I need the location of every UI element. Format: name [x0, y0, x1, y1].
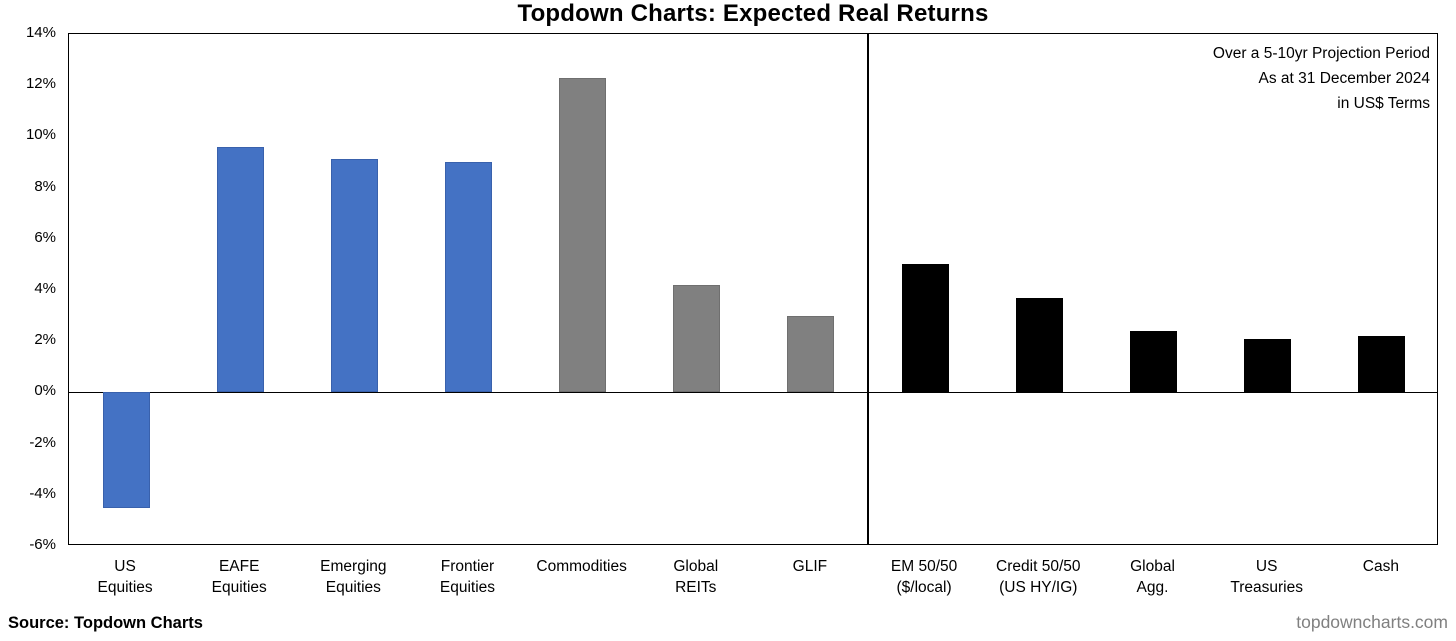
- source-credit: Source: Topdown Charts: [8, 614, 203, 632]
- y-tick-0pct: 0%: [34, 382, 56, 400]
- annotation-block: Over a 5-10yr Projection Period As at 31…: [1213, 41, 1430, 116]
- bar-global-agg: [1129, 330, 1177, 393]
- y-tick-neg2pct: -2%: [29, 433, 56, 451]
- bar-frontier-equities: [444, 162, 492, 393]
- category-label-us-treasuries: US Treasuries: [1230, 558, 1304, 596]
- category-label-em-50-50-local: EM 50/50 ($/local): [890, 558, 958, 596]
- category-label-global-agg: Global Agg.: [1130, 558, 1175, 596]
- annotation-projection-period: Over a 5-10yr Projection Period: [1212, 45, 1430, 62]
- bar-us-equities: [102, 392, 150, 508]
- y-tick-12pct: 12%: [25, 75, 56, 93]
- category-label-frontier-equities: Frontier Equities: [439, 558, 496, 596]
- chart-title: Topdown Charts: Expected Real Returns: [517, 0, 989, 27]
- category-label-cash: Cash: [1362, 558, 1399, 575]
- annotation-as-at-date: As at 31 December 2024: [1258, 70, 1430, 87]
- category-label-us-equities: US Equities: [97, 558, 153, 596]
- y-tick-14pct: 14%: [25, 24, 56, 41]
- category-label-emerging-equities: Emerging Equities: [320, 558, 387, 596]
- zero-axis-line: [69, 391, 1437, 394]
- y-tick-neg6pct: -6%: [29, 536, 56, 553]
- y-tick-10pct: 10%: [25, 126, 56, 144]
- y-tick-2pct: 2%: [34, 331, 56, 349]
- category-label-eafe-equities: EAFE Equities: [211, 558, 267, 596]
- website-watermark: topdowncharts.com: [1296, 612, 1448, 632]
- category-label-credit-50-50-us-hy-ig: Credit 50/50 (US HY/IG): [996, 558, 1081, 596]
- bar-credit-50-50-us-hy-ig: [1015, 297, 1063, 393]
- panel-divider-line: [867, 34, 869, 544]
- bar-cash: [1358, 336, 1406, 393]
- y-tick-4pct: 4%: [34, 280, 56, 297]
- annotation-currency-terms: in US$ Terms: [1337, 95, 1430, 112]
- category-label-commodities: Commodities: [536, 558, 627, 575]
- category-label-glif: GLIF: [792, 558, 828, 575]
- category-label-global-reits: Global REITs: [673, 558, 719, 596]
- y-tick-neg4pct: -4%: [29, 484, 56, 502]
- bar-emerging-equities: [330, 159, 378, 393]
- plot-area: [68, 33, 1438, 545]
- bar-commodities: [559, 77, 607, 393]
- bar-us-treasuries: [1244, 338, 1292, 393]
- bar-glif: [787, 315, 835, 393]
- y-tick-6pct: 6%: [34, 228, 56, 246]
- bar-global-reits: [673, 284, 721, 393]
- y-tick-8pct: 8%: [34, 177, 56, 195]
- bar-em-50-50-local: [901, 264, 949, 393]
- bar-eafe-equities: [216, 146, 264, 393]
